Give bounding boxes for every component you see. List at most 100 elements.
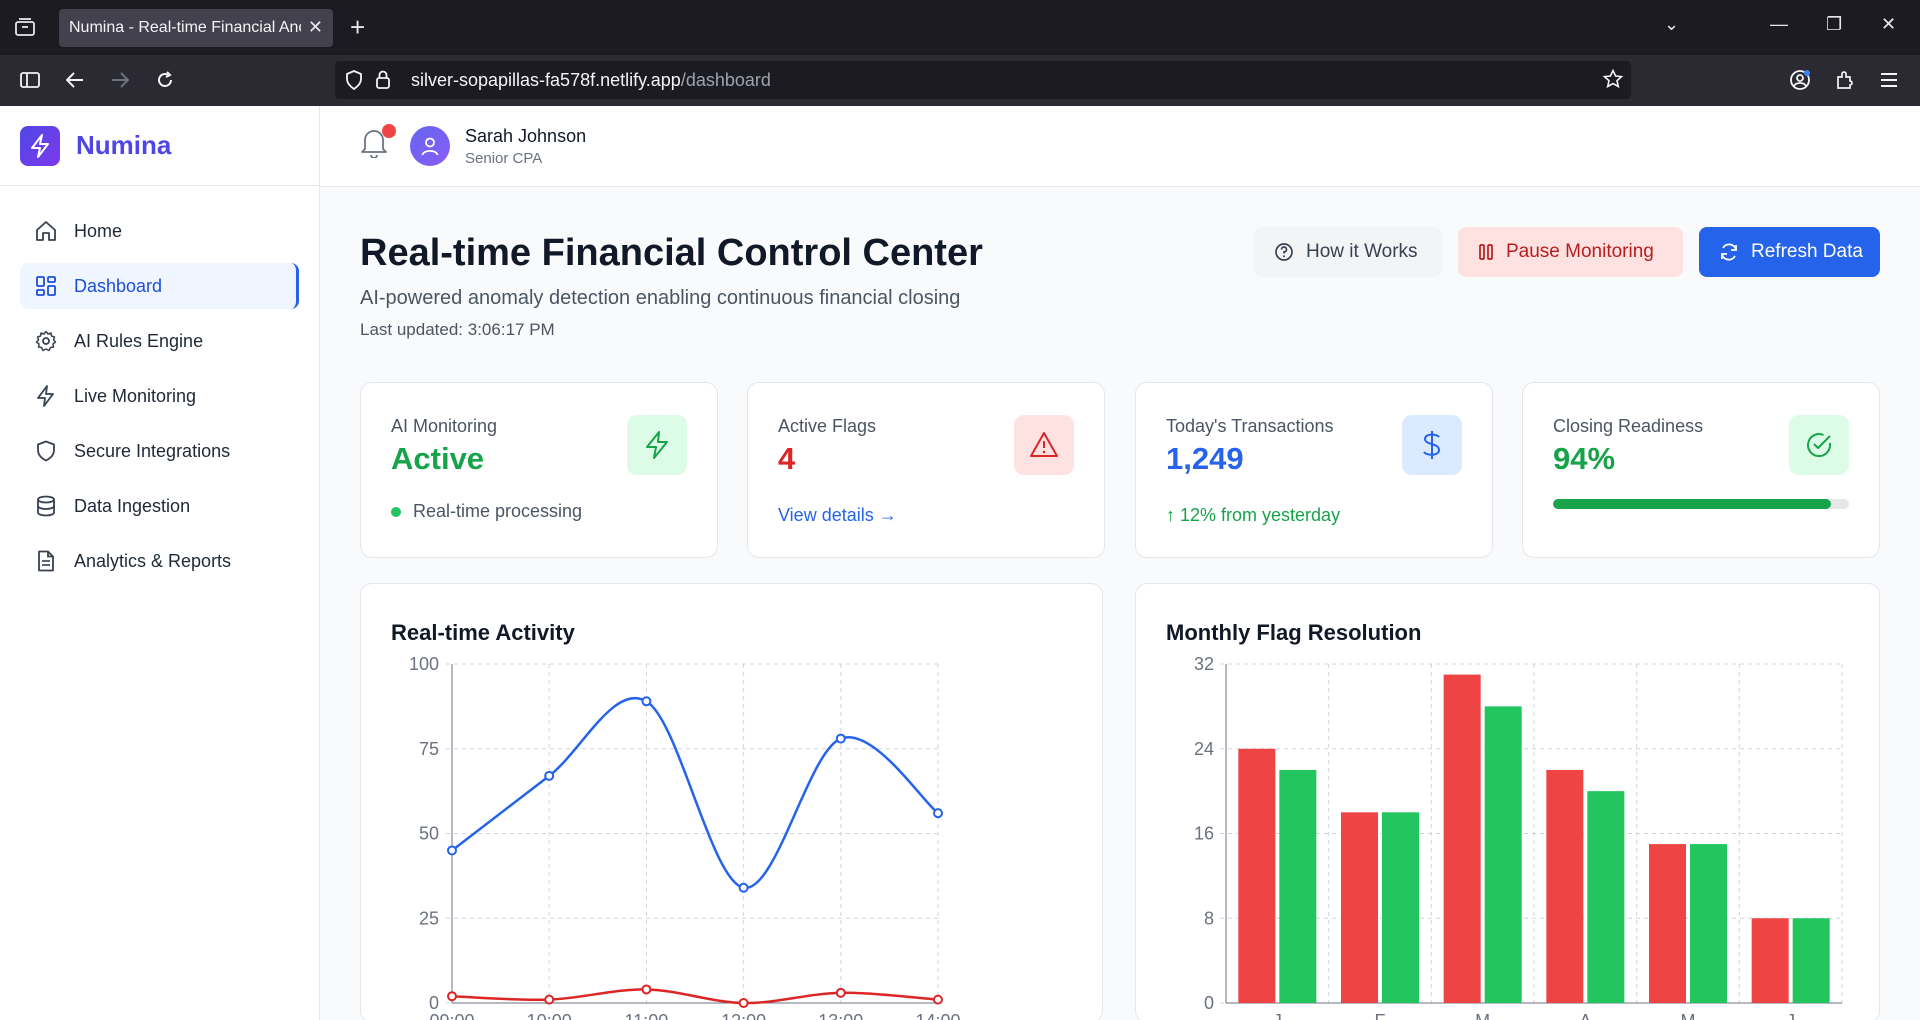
brand[interactable]: Numina (0, 106, 319, 186)
x-tick-label: A (1579, 1011, 1591, 1020)
page-subtitle: AI-powered anomaly detection enabling co… (360, 287, 961, 309)
data-point (933, 808, 943, 819)
readiness-progress-fill (1553, 499, 1832, 509)
stat-card-closing-readiness: Closing Readiness 94% (1522, 382, 1880, 558)
stat-card-active-flags: Active Flags 4 View details → (747, 382, 1105, 558)
bar-2 (1690, 844, 1727, 1003)
bar-2 (1792, 918, 1830, 1003)
forward-icon[interactable] (107, 67, 133, 93)
x-tick-label: 14:00 (915, 1011, 960, 1020)
sidebar-toggle-icon[interactable] (17, 67, 43, 93)
user-name: Sarah Johnson (465, 126, 587, 146)
chart-title: Monthly Flag Resolution (1166, 620, 1422, 645)
data-point (933, 994, 943, 1005)
brand-name: Numina (76, 130, 172, 160)
sidebar-item-home[interactable]: Home (20, 208, 299, 254)
sidebar: Numina Home Dashboard AI Rules Engine Li… (0, 106, 320, 1020)
x-tick-label: 10:00 (527, 1011, 572, 1020)
sidebar-item-data-ingestion[interactable]: Data Ingestion (20, 483, 299, 529)
browser-tab[interactable]: Numina - Real-time Financial Anom ✕ (59, 9, 333, 47)
view-details-link[interactable]: View details → (778, 505, 897, 525)
stat-value: 1,249 (1166, 441, 1244, 476)
y-tick-label: 0 (429, 993, 439, 1013)
page-title: Real-time Financial Control Center (360, 232, 983, 274)
monthly-flag-resolution-chart: 0 8 16 24 32 J F M A M J (1194, 654, 1843, 1020)
data-point (447, 845, 457, 856)
sidebar-item-secure-integrations[interactable]: Secure Integrations (20, 428, 299, 474)
bookmark-star-icon[interactable] (1602, 68, 1624, 94)
avatar[interactable] (410, 126, 450, 166)
last-updated: Last updated: 3:06:17 PM (360, 320, 555, 339)
how-it-works-button[interactable]: How it Works (1254, 227, 1442, 277)
dollar-icon (1402, 415, 1462, 475)
bell-icon[interactable] (360, 126, 390, 160)
data-point (641, 696, 652, 707)
gear-icon (34, 329, 58, 353)
stat-footer: Real-time processing (391, 501, 582, 522)
chart-title: Real-time Activity (391, 620, 575, 645)
url-text[interactable]: silver-sopapillas-fa578f.netlify.app/das… (411, 70, 771, 91)
minimize-icon[interactable]: — (1770, 14, 1788, 34)
y-tick-label: 100 (409, 654, 439, 674)
close-window-icon[interactable]: ✕ (1881, 14, 1897, 34)
x-tick-label: 12:00 (721, 1011, 766, 1020)
y-tick-label: 24 (1194, 739, 1214, 759)
reload-icon[interactable] (152, 67, 178, 93)
pause-monitoring-button[interactable]: Pause Monitoring (1458, 227, 1683, 277)
how-it-works-label: How it Works (1306, 241, 1418, 262)
menu-icon[interactable] (1876, 67, 1902, 93)
data-point (544, 770, 555, 781)
data-point (544, 994, 555, 1005)
account-icon[interactable] (1787, 67, 1813, 93)
bar-2 (1279, 769, 1317, 1003)
x-tick-label: J (1273, 1011, 1282, 1020)
bar-1 (1443, 674, 1481, 1003)
stat-label: Active Flags (778, 416, 877, 436)
warning-icon (1014, 415, 1074, 475)
stat-label: AI Monitoring (391, 416, 498, 436)
series-line-2 (451, 988, 939, 1005)
stat-footer-text: Real-time processing (413, 501, 583, 521)
refresh-data-button[interactable]: Refresh Data (1699, 227, 1880, 277)
stat-label: Today's Transactions (1166, 416, 1334, 436)
real-time-activity-card: Real-time Activity 0 25 50 75 100 09:00 10:00 1… (360, 583, 1103, 1020)
x-tick-label: 13:00 (818, 1011, 863, 1020)
sidebar-item-dashboard[interactable]: Dashboard (20, 263, 299, 309)
url-host: silver-sopapillas-fa578f.netlify.app (411, 70, 681, 90)
check-circle-icon (1789, 415, 1849, 475)
sidebar-item-label: Secure Integrations (74, 440, 231, 461)
bar-1 (1341, 812, 1378, 1003)
sidebar-item-ai-rules-engine[interactable]: AI Rules Engine (20, 318, 299, 364)
extensions-icon[interactable] (1832, 67, 1858, 93)
monthly-flag-resolution-card: Monthly Flag Resolution 0 8 16 24 32 J F M A M J (1135, 583, 1880, 1020)
restore-icon[interactable]: ❐ (1826, 14, 1843, 34)
readiness-progress-bar (1553, 499, 1849, 509)
back-icon[interactable] (62, 67, 88, 93)
sidebar-menu: Home Dashboard AI Rules Engine Live Moni… (0, 186, 319, 615)
notification-badge (382, 124, 396, 138)
tab-list-icon[interactable] (14, 16, 36, 38)
stat-card-transactions: Today's Transactions 1,249 ↑ 12% from ye… (1135, 382, 1493, 558)
bar-2 (1382, 812, 1419, 1003)
lock-icon[interactable] (375, 69, 391, 94)
address-bar[interactable]: silver-sopapillas-fa578f.netlify.app/das… (335, 61, 1631, 99)
new-tab-icon[interactable]: + (350, 12, 366, 42)
bolt-icon (34, 384, 58, 408)
url-path: /dashboard (680, 70, 771, 90)
shield-icon[interactable] (345, 70, 363, 95)
y-tick-label: 32 (1194, 654, 1214, 674)
stat-footer-text: ↑ 12% from yesterday (1166, 505, 1341, 525)
x-tick-label: 09:00 (429, 1011, 474, 1020)
y-tick-label: 16 (1194, 824, 1214, 844)
browser-nav-bar: silver-sopapillas-fa578f.netlify.app/das… (0, 55, 1920, 106)
data-point (641, 984, 652, 995)
pause-monitoring-label: Pause Monitoring (1506, 241, 1654, 262)
bar-2 (1484, 706, 1522, 1003)
sidebar-item-analytics-reports[interactable]: Analytics & Reports (20, 538, 299, 584)
y-tick-label: 50 (419, 824, 439, 844)
tab-overflow-icon[interactable]: ⌄ (1664, 14, 1680, 34)
sidebar-item-label: Analytics & Reports (74, 550, 232, 571)
sidebar-item-live-monitoring[interactable]: Live Monitoring (20, 373, 299, 419)
app: Numina Home Dashboard AI Rules Engine Li… (0, 106, 1920, 1020)
close-tab-icon[interactable]: ✕ (307, 17, 323, 37)
